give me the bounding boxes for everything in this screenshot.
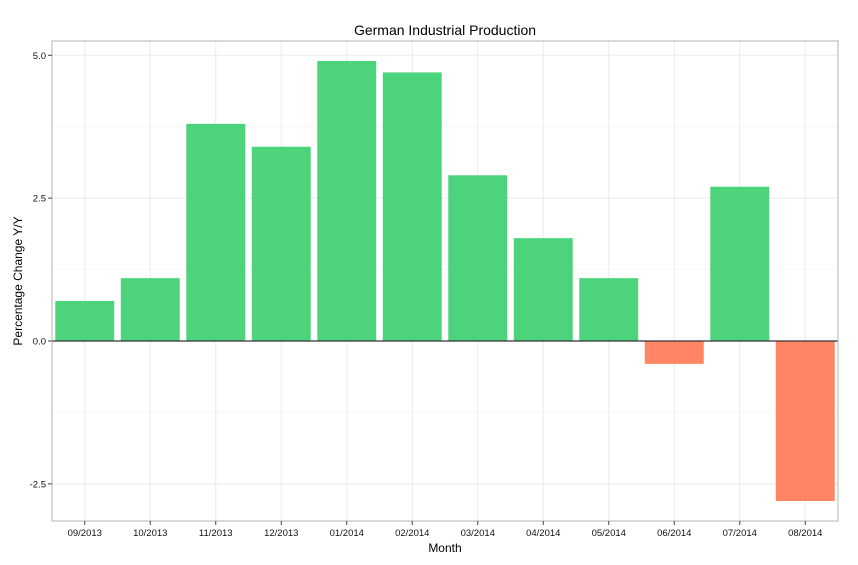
y-tick-label: 5.0: [33, 51, 46, 62]
bar: [448, 175, 508, 341]
x-tick-label: 03/2014: [461, 528, 495, 539]
x-tick-label: 11/2013: [199, 528, 233, 539]
x-tick-label: 07/2014: [723, 528, 757, 539]
bar: [644, 341, 704, 364]
x-tick-label: 04/2014: [526, 528, 560, 539]
bar: [579, 278, 639, 341]
bar: [513, 238, 573, 341]
y-tick-label: 2.5: [33, 194, 46, 205]
x-axis: 09/2013 10/2013 11/2013 12/2013 01/2014 02/20…: [68, 521, 822, 539]
x-tick-label: 08/2014: [788, 528, 822, 539]
bar: [775, 341, 835, 501]
y-axis-title: Percentage Change Y/Y: [11, 216, 25, 345]
x-tick-label: 06/2014: [657, 528, 691, 539]
x-tick-label: 01/2014: [330, 528, 364, 539]
panel-border: [51, 40, 839, 522]
bar: [55, 301, 115, 341]
bar: [710, 186, 770, 341]
bar: [382, 72, 442, 341]
x-tick-label: 10/2013: [133, 528, 167, 539]
chart-title: German Industrial Production: [354, 22, 536, 38]
x-tick-label: 02/2014: [395, 528, 429, 539]
y-tick-label: -2.5: [30, 479, 46, 490]
y-axis: -2.5 0.0 2.5 5.0: [30, 51, 52, 490]
x-tick-label: 12/2013: [264, 528, 298, 539]
bars: [55, 61, 835, 501]
x-tick-label: 05/2014: [592, 528, 626, 539]
bar: [120, 278, 180, 341]
bar: [317, 61, 377, 341]
y-tick-label: 0.0: [33, 337, 46, 348]
bar: [186, 123, 246, 341]
x-tick-label: 09/2013: [68, 528, 102, 539]
bar: [251, 146, 311, 341]
x-axis-title: Month: [428, 541, 461, 555]
